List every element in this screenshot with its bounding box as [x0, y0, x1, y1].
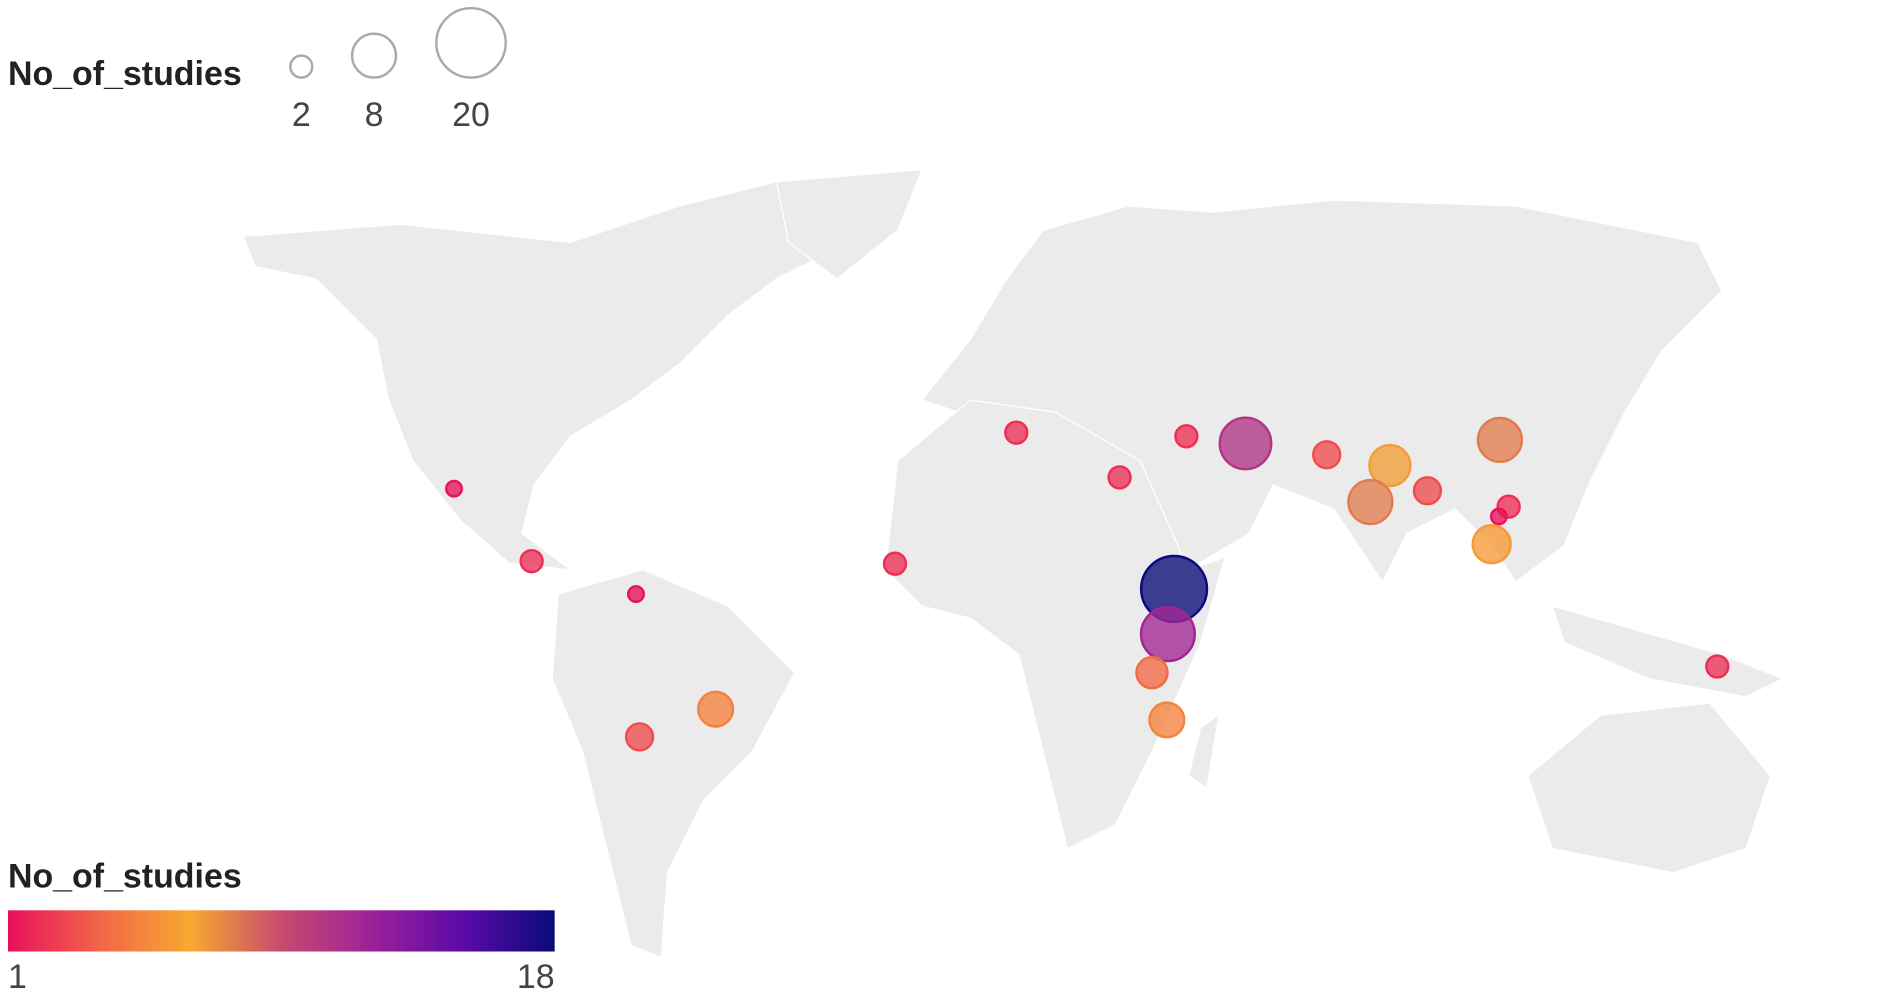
color-bar	[7, 910, 555, 952]
color-legend-min: 1	[8, 958, 27, 996]
bubble	[1135, 655, 1169, 690]
bubble	[697, 690, 735, 728]
size-legend: 2 8 20	[289, 6, 507, 134]
land	[242, 168, 1784, 959]
bubble	[1368, 443, 1412, 488]
bubble	[1139, 606, 1196, 663]
africa	[884, 399, 1226, 850]
color-legend-title: No_of_studies	[8, 857, 242, 895]
bubble	[624, 722, 655, 752]
bubble	[445, 479, 464, 498]
size-legend-circle	[435, 6, 507, 79]
size-legend-circle	[350, 32, 398, 79]
eurasia	[920, 199, 1723, 584]
maritime-southeast-asia	[1551, 605, 1784, 698]
bubble	[626, 585, 645, 604]
bubble	[1476, 416, 1524, 464]
bubble	[1489, 507, 1508, 526]
bubble	[1347, 478, 1394, 526]
bubble	[519, 548, 544, 574]
bubble	[1218, 416, 1273, 471]
size-legend-label: 2	[292, 96, 311, 134]
size-legend-circle	[289, 54, 314, 79]
size-legend-title: No_of_studies	[8, 55, 242, 93]
greenland	[775, 169, 923, 280]
bubble	[882, 551, 908, 576]
bubble	[1412, 476, 1443, 506]
bubble	[1471, 523, 1512, 565]
south-america	[551, 569, 796, 959]
bubble	[1148, 701, 1186, 739]
size-legend-label: 20	[452, 96, 490, 134]
bubble	[1107, 465, 1132, 490]
madagascar	[1187, 713, 1220, 789]
north-america	[242, 168, 924, 571]
size-legend-label: 8	[365, 96, 384, 134]
bubble	[1004, 420, 1029, 445]
color-legend-max: 18	[517, 958, 555, 996]
australia	[1527, 702, 1772, 874]
bubble	[1174, 424, 1199, 449]
bubbles	[445, 416, 1730, 752]
bubble	[1705, 654, 1730, 679]
bubble	[1312, 440, 1342, 470]
